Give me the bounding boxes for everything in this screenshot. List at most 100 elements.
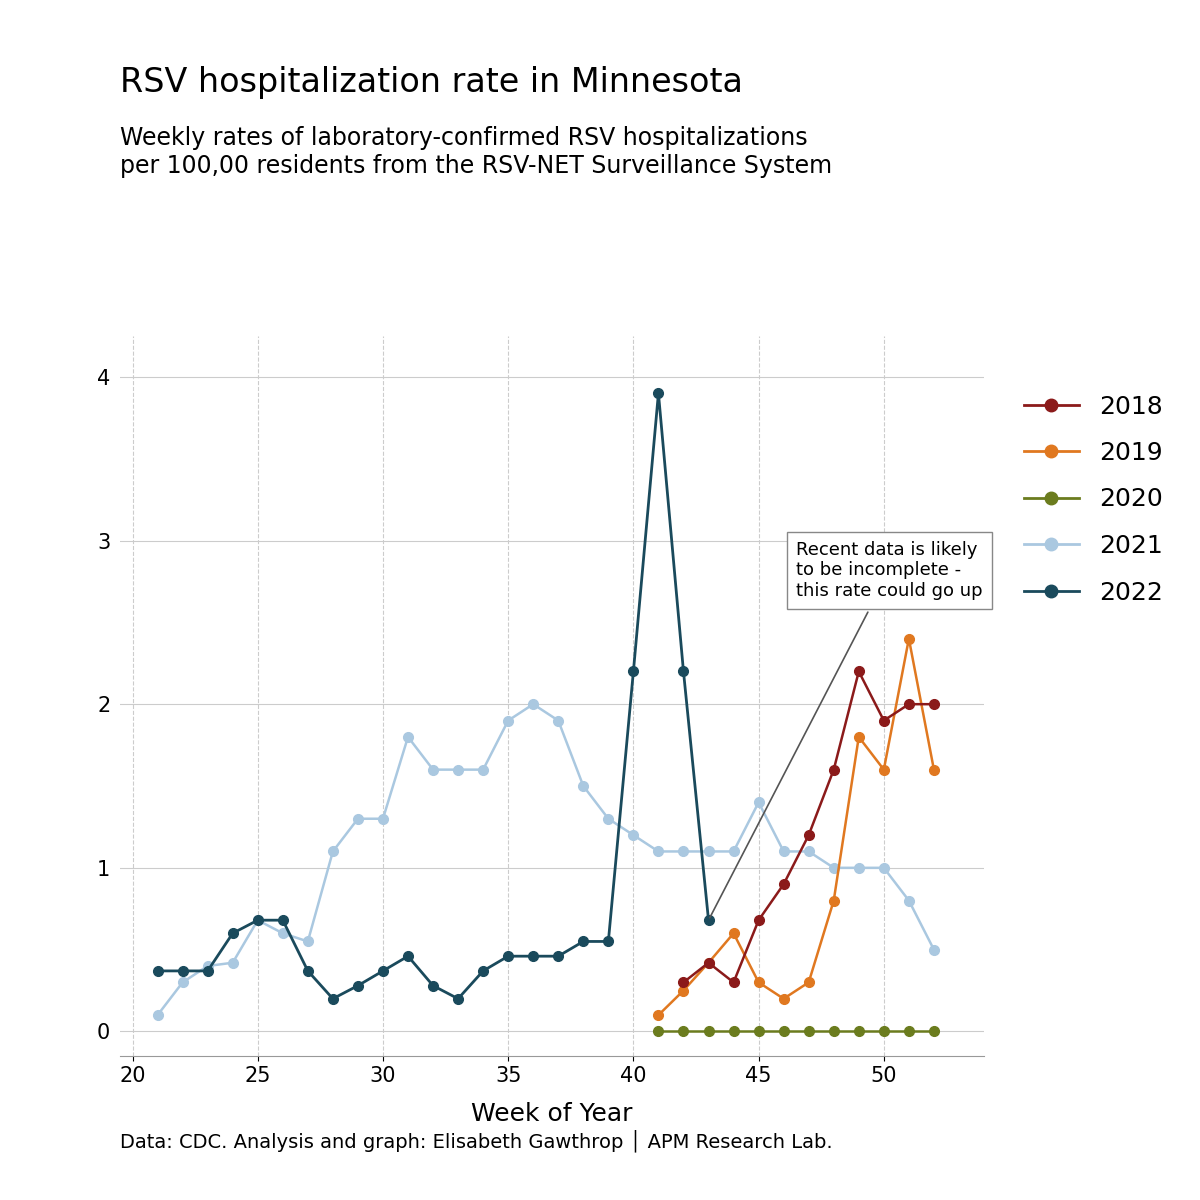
2021 xyxy=(901,893,916,907)
2022 xyxy=(376,964,390,978)
2018 xyxy=(726,976,740,990)
Legend: 2018, 2019, 2020, 2021, 2022: 2018, 2019, 2020, 2021, 2022 xyxy=(1014,384,1172,614)
2020 xyxy=(901,1025,916,1039)
2021 xyxy=(175,976,190,990)
2019 xyxy=(901,631,916,646)
2022 xyxy=(175,964,190,978)
2020 xyxy=(827,1025,841,1039)
2018 xyxy=(701,955,715,970)
2022 xyxy=(526,949,540,964)
2022 xyxy=(150,964,164,978)
2022 xyxy=(226,926,240,941)
2022 xyxy=(476,964,491,978)
2021 xyxy=(526,697,540,712)
2021 xyxy=(325,845,340,859)
2020 xyxy=(776,1025,791,1039)
Text: Data: CDC. Analysis and graph: Elisabeth Gawthrop │ APM Research Lab.: Data: CDC. Analysis and graph: Elisabeth… xyxy=(120,1129,833,1152)
2021 xyxy=(476,762,491,776)
2021 xyxy=(576,779,590,793)
2018 xyxy=(877,713,892,727)
2020 xyxy=(926,1025,941,1039)
2020 xyxy=(877,1025,892,1039)
Text: Recent data is likely
to be incomplete -
this rate could go up: Recent data is likely to be incomplete -… xyxy=(709,540,983,918)
Line: 2020: 2020 xyxy=(654,1026,938,1037)
Line: 2019: 2019 xyxy=(654,634,938,1020)
2021 xyxy=(551,713,565,727)
2021 xyxy=(426,762,440,776)
2022 xyxy=(301,964,316,978)
2018 xyxy=(677,976,691,990)
2022 xyxy=(350,978,365,992)
2021 xyxy=(276,926,290,941)
2021 xyxy=(451,762,466,776)
2021 xyxy=(376,811,390,826)
2019 xyxy=(802,976,816,990)
2018 xyxy=(852,665,866,679)
2021 xyxy=(200,959,215,973)
2018 xyxy=(926,697,941,712)
Text: Weekly rates of laboratory-confirmed RSV hospitalizations
per 100,00 residents f: Weekly rates of laboratory-confirmed RSV… xyxy=(120,126,832,178)
2021 xyxy=(852,860,866,875)
X-axis label: Week of Year: Week of Year xyxy=(472,1103,632,1127)
2021 xyxy=(926,942,941,956)
2020 xyxy=(726,1025,740,1039)
Text: RSV hospitalization rate in Minnesota: RSV hospitalization rate in Minnesota xyxy=(120,66,743,98)
2021 xyxy=(652,845,666,859)
2022 xyxy=(451,991,466,1006)
Line: 2018: 2018 xyxy=(679,666,938,988)
2021 xyxy=(226,955,240,970)
2021 xyxy=(701,845,715,859)
2022 xyxy=(426,978,440,992)
2022 xyxy=(200,964,215,978)
2020 xyxy=(701,1025,715,1039)
2022 xyxy=(677,665,691,679)
2020 xyxy=(677,1025,691,1039)
2021 xyxy=(500,713,515,727)
2020 xyxy=(852,1025,866,1039)
2022 xyxy=(500,949,515,964)
2021 xyxy=(401,730,415,744)
2022 xyxy=(626,665,641,679)
Line: 2022: 2022 xyxy=(152,389,713,1003)
2021 xyxy=(726,845,740,859)
2021 xyxy=(751,796,766,810)
Line: 2021: 2021 xyxy=(152,700,938,1020)
2019 xyxy=(827,893,841,907)
2020 xyxy=(751,1025,766,1039)
2019 xyxy=(877,762,892,776)
2022 xyxy=(576,935,590,949)
2022 xyxy=(551,949,565,964)
2019 xyxy=(726,926,740,941)
2021 xyxy=(776,845,791,859)
2021 xyxy=(827,860,841,875)
2021 xyxy=(251,913,265,928)
2019 xyxy=(652,1008,666,1022)
2022 xyxy=(601,935,616,949)
2021 xyxy=(677,845,691,859)
2021 xyxy=(626,828,641,842)
2021 xyxy=(877,860,892,875)
2022 xyxy=(276,913,290,928)
2022 xyxy=(652,386,666,401)
2018 xyxy=(776,877,791,892)
2018 xyxy=(751,913,766,928)
2019 xyxy=(852,730,866,744)
2021 xyxy=(301,935,316,949)
2021 xyxy=(350,811,365,826)
2019 xyxy=(701,955,715,970)
2022 xyxy=(325,991,340,1006)
2022 xyxy=(401,949,415,964)
2020 xyxy=(802,1025,816,1039)
2020 xyxy=(652,1025,666,1039)
2019 xyxy=(776,991,791,1006)
2019 xyxy=(677,983,691,997)
2018 xyxy=(802,828,816,842)
2021 xyxy=(601,811,616,826)
2019 xyxy=(751,976,766,990)
2018 xyxy=(901,697,916,712)
2022 xyxy=(251,913,265,928)
2022 xyxy=(701,913,715,928)
2019 xyxy=(926,762,941,776)
2021 xyxy=(150,1008,164,1022)
2021 xyxy=(802,845,816,859)
